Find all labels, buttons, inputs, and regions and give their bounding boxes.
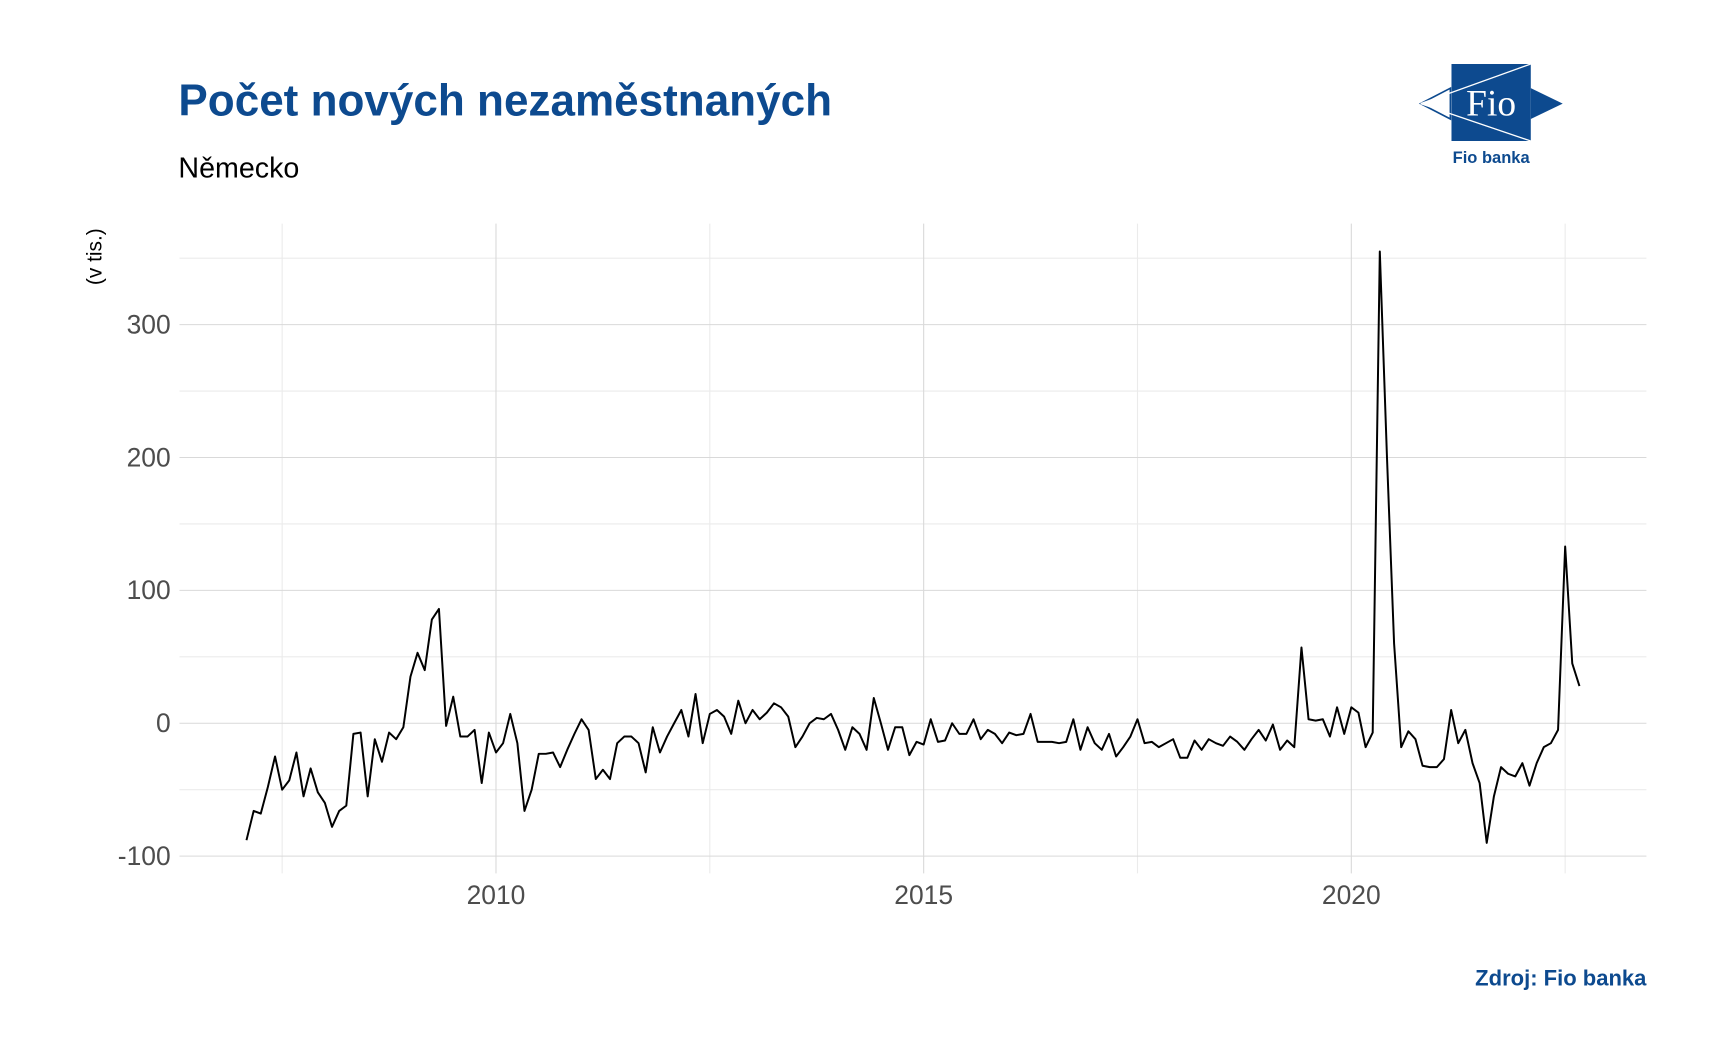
y-axis-label: (v tis.) — [83, 228, 106, 285]
logo-square — [1451, 63, 1531, 142]
y-tick-label: 200 — [127, 442, 171, 472]
logo-stripe — [1420, 63, 1532, 105]
logo: Fio Fio banka — [1418, 63, 1563, 167]
y-tick-label: 100 — [127, 575, 171, 605]
x-tick-label: 2020 — [1322, 880, 1381, 910]
y-tick-label: 300 — [127, 309, 171, 339]
y-tick-label: 0 — [156, 708, 171, 738]
source-note: Zdroj: Fio banka — [1475, 966, 1647, 991]
x-tick-label: 2015 — [894, 880, 953, 910]
x-tick-label: 2010 — [467, 880, 526, 910]
chart-subtitle: Německo — [178, 152, 299, 184]
logo-right-arrow — [1530, 88, 1563, 120]
y-tick-label: -100 — [118, 841, 171, 871]
logo-mark: Fio — [1466, 84, 1516, 125]
logo-name: Fio banka — [1453, 149, 1531, 167]
chart-title: Počet nových nezaměstnaných — [178, 77, 832, 126]
logo-stripe — [1420, 102, 1531, 142]
series-line — [245, 250, 1581, 844]
